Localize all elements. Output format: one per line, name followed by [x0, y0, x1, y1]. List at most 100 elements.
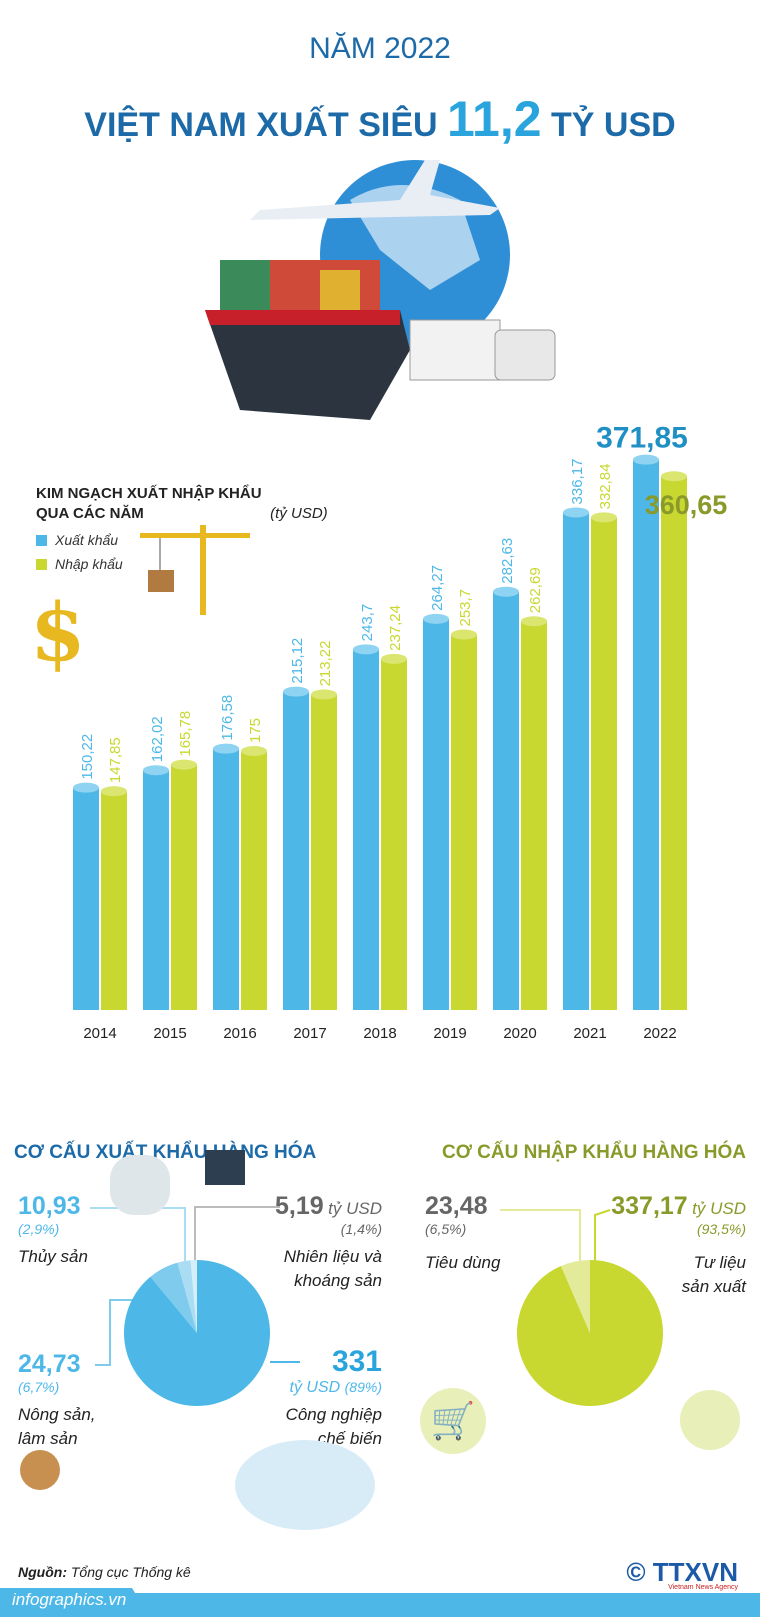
bar-import-2020: 262,69 [521, 567, 547, 1010]
legend-import: Nhập khẩu [36, 556, 123, 572]
bar-import-2018: 237,24 [381, 605, 407, 1010]
data-label: 237,24 [387, 605, 404, 651]
bar [241, 751, 267, 1010]
bar-export-2016: 176,58 [213, 695, 239, 1010]
header-year: NĂM 2022 [309, 32, 451, 65]
bar [101, 791, 127, 1010]
legend-label: Nhập khẩu [55, 556, 123, 572]
pct: (6,7%) [18, 1379, 60, 1395]
bar-cap [661, 471, 687, 482]
title-post: TỶ USD [551, 106, 676, 144]
unit: tỷ USD [692, 1199, 746, 1218]
data-label: 360,65 [645, 490, 728, 520]
bar-cap [381, 653, 407, 664]
coal-cart-icon [205, 1150, 245, 1185]
bar-cap [101, 786, 127, 797]
bar [283, 691, 309, 1010]
data-label: 175 [247, 718, 264, 743]
dollar-icon: $ [30, 585, 86, 679]
data-label: 213,22 [317, 641, 334, 687]
bar-cap [241, 746, 267, 756]
pct: (89%) [344, 1379, 382, 1395]
label-cong-nghiep: 331 tỷ USD (89%) Công nghiệp chế biến [282, 1345, 382, 1451]
wood-icon [20, 1450, 60, 1490]
paper-roll-icon [680, 1390, 740, 1450]
bar-import-2021: 332,84 [591, 464, 617, 1010]
bar-cap [353, 644, 379, 655]
label: Tư liệu sản xuất [681, 1253, 746, 1296]
value: 5,19 [275, 1192, 324, 1220]
bar-chart: 150,22 147,85 2014 162,02 165,78 2015 176,58 17… [73, 422, 728, 1042]
data-label: 264,27 [429, 565, 446, 611]
bar [311, 694, 337, 1010]
chart-title: KIM NGẠCH XUẤT NHẬP KHẨU QUA CÁC NĂM (tỷ… [36, 484, 328, 524]
label: Tiêu dùng [425, 1253, 501, 1272]
data-label: 162,02 [149, 716, 166, 762]
bar [143, 770, 169, 1010]
x-tick-label: 2019 [433, 1025, 466, 1042]
pct: (6,5%) [425, 1221, 467, 1237]
bar [661, 476, 687, 1010]
label-thuy-san: 10,93 (2,9%) Thủy sản [18, 1192, 88, 1269]
bar [423, 618, 449, 1010]
bar-cap [283, 686, 309, 697]
bar-cap [591, 512, 617, 523]
site-link[interactable]: infographics.vn [12, 1590, 127, 1609]
ttxvn-logo: © TTXVN Vietnam News Agency [626, 1557, 738, 1591]
pie-slice [150, 1262, 197, 1333]
footer-tab [0, 1588, 150, 1617]
chart-unit: (tỷ USD) [270, 505, 328, 522]
bar [633, 459, 659, 1010]
label-tieu-dung: 23,48 (6,5%) Tiêu dùng [425, 1192, 500, 1275]
pie-slice [124, 1260, 270, 1406]
data-label: 150,22 [79, 734, 96, 780]
bar [171, 764, 197, 1010]
data-label: 215,12 [289, 638, 306, 684]
bar-import-2015: 165,78 [171, 711, 197, 1010]
x-tick-label: 2018 [363, 1025, 396, 1042]
source-label: Nguồn: [18, 1564, 67, 1580]
fish-icon [110, 1155, 170, 1215]
data-label: 282,63 [499, 538, 516, 584]
bar [591, 517, 617, 1010]
data-label: 371,85 [596, 422, 688, 455]
factory-icon [235, 1440, 375, 1530]
bar-cap [171, 759, 197, 770]
title-value: 11,2 [447, 91, 542, 147]
label: Thủy sản [18, 1247, 88, 1266]
bar-cap [213, 743, 239, 754]
source: Nguồn: Tổng cục Thống kê [18, 1564, 191, 1580]
legend-swatch [36, 535, 47, 546]
pie-charts [90, 1206, 663, 1406]
bar-cap [521, 616, 547, 627]
x-tick-label: 2022 [643, 1025, 676, 1042]
bar-import-2016: 175 [241, 718, 267, 1010]
bar [451, 634, 477, 1010]
label-nong-san: 24,73 (6,7%) Nông sản, lâm sản [18, 1350, 108, 1451]
data-label: 243,7 [359, 604, 376, 642]
pct: (93,5%) [696, 1221, 746, 1237]
bar-export-2020: 282,63 [493, 538, 519, 1010]
trade-illustration-icon [205, 160, 556, 420]
x-tick-label: 2021 [573, 1025, 606, 1042]
logo-text: © TTXVN [626, 1557, 738, 1587]
bar-cap [423, 613, 449, 624]
x-tick-label: 2016 [223, 1025, 256, 1042]
x-tick-label: 2017 [293, 1025, 326, 1042]
value: 337,17 [611, 1192, 688, 1220]
data-label: 332,84 [597, 464, 614, 510]
data-label: 253,7 [457, 589, 474, 627]
header-title: VIỆT NAM XUẤT SIÊU 11,2 TỶ USD [0, 90, 760, 148]
bar-export-2022: 371,85 [596, 422, 688, 1010]
label: Nhiên liệu và khoáng sản [283, 1247, 382, 1290]
value: 23,48 [425, 1192, 488, 1220]
logo-sub: Vietnam News Agency [668, 1584, 738, 1591]
bar-import-2019: 253,7 [451, 589, 477, 1010]
data-label: 147,85 [107, 737, 124, 783]
unit: tỷ USD [328, 1199, 382, 1218]
data-label: 176,58 [219, 695, 236, 741]
bar-import-2014: 147,85 [101, 737, 127, 1010]
bar-export-2019: 264,27 [423, 565, 449, 1010]
chart-title-text: KIM NGẠCH XUẤT NHẬP KHẨU QUA CÁC NĂM [36, 485, 262, 522]
